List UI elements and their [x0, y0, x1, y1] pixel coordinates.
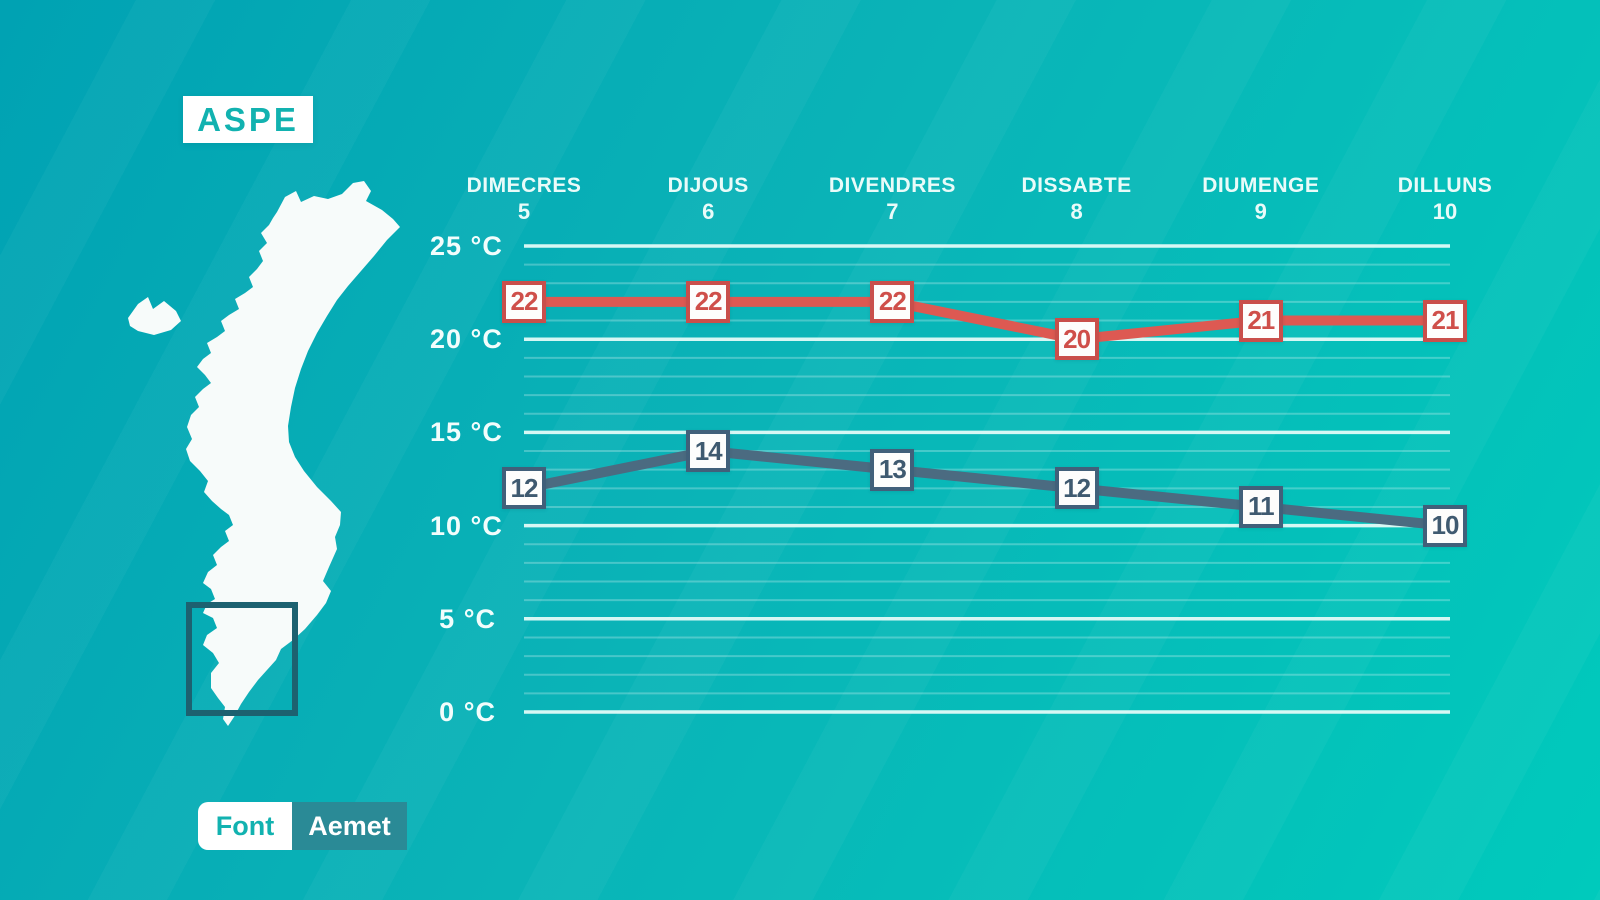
day-label: DIUMENGE 9 — [1169, 174, 1353, 224]
page-title: ASPE — [197, 100, 299, 138]
day-name: DIJOUS — [667, 174, 749, 197]
max-temperature-value-label: 22 — [686, 280, 731, 323]
max-temperature-value-label: 22 — [870, 280, 915, 323]
map-highlight-square — [186, 602, 298, 716]
day-label: DIJOUS 6 — [616, 174, 800, 224]
map-exclave-shape — [128, 297, 181, 335]
day-number: 6 — [702, 199, 715, 225]
min-temperature-line — [523, 446, 1446, 531]
ytick-label: 25 °C — [430, 231, 503, 261]
day-name: DILLUNS — [1397, 174, 1493, 197]
max-temperature-value-label: 21 — [1238, 299, 1283, 342]
temperature-forecast-chart: DIMECRES 5 DIJOUS 6 DIVENDRES 7 DISSABTE 8 DIUME… — [430, 160, 1492, 740]
max-temperature-line — [524, 296, 1445, 345]
max-temperature-value-label: 22 — [502, 280, 546, 323]
ytick-label: 0 °C — [439, 697, 496, 727]
ytick-label: 20 °C — [430, 324, 503, 355]
max-temperature-value-label: 20 — [1054, 318, 1099, 361]
ytick-label: 15 °C — [430, 417, 503, 448]
source-value: Aemet — [292, 802, 407, 850]
day-number: 9 — [1254, 199, 1267, 225]
day-name: DIMECRES — [466, 174, 582, 197]
min-temperature-value-label: 13 — [870, 448, 915, 491]
valencia-region-map-icon — [128, 181, 400, 726]
min-temperature-value-label: 12 — [1054, 467, 1099, 510]
day-label: DIVENDRES 7 — [800, 174, 984, 224]
map-mainland-shape — [186, 181, 400, 726]
min-temperature-value-label: 11 — [1238, 485, 1283, 528]
min-temperature-value-label: 10 — [1423, 504, 1467, 547]
day-number: 8 — [1070, 199, 1083, 225]
day-label: DISSABTE 8 — [985, 174, 1169, 224]
day-number: 7 — [886, 199, 899, 225]
min-temperature-value-label: 12 — [502, 467, 546, 510]
day-name: DISSABTE — [1021, 174, 1132, 197]
day-number: 5 — [517, 199, 531, 225]
chart-canvas — [523, 244, 1450, 714]
day-number: 10 — [1432, 199, 1458, 225]
location-title-badge: ASPE — [183, 96, 313, 143]
region-map — [90, 170, 420, 750]
day-label: DIMECRES 5 — [432, 174, 616, 224]
max-temperature-value-label: 21 — [1423, 299, 1467, 342]
source-label: Font — [198, 802, 292, 850]
ytick-label: 10 °C — [430, 510, 503, 541]
source-badge: Font Aemet — [198, 802, 407, 850]
day-name: DIUMENGE — [1202, 174, 1320, 197]
day-label: DILLUNS 10 — [1353, 174, 1537, 224]
min-temperature-value-label: 14 — [686, 430, 731, 473]
ytick-label: 5 °C — [439, 603, 496, 634]
day-name: DIVENDRES — [828, 174, 956, 197]
